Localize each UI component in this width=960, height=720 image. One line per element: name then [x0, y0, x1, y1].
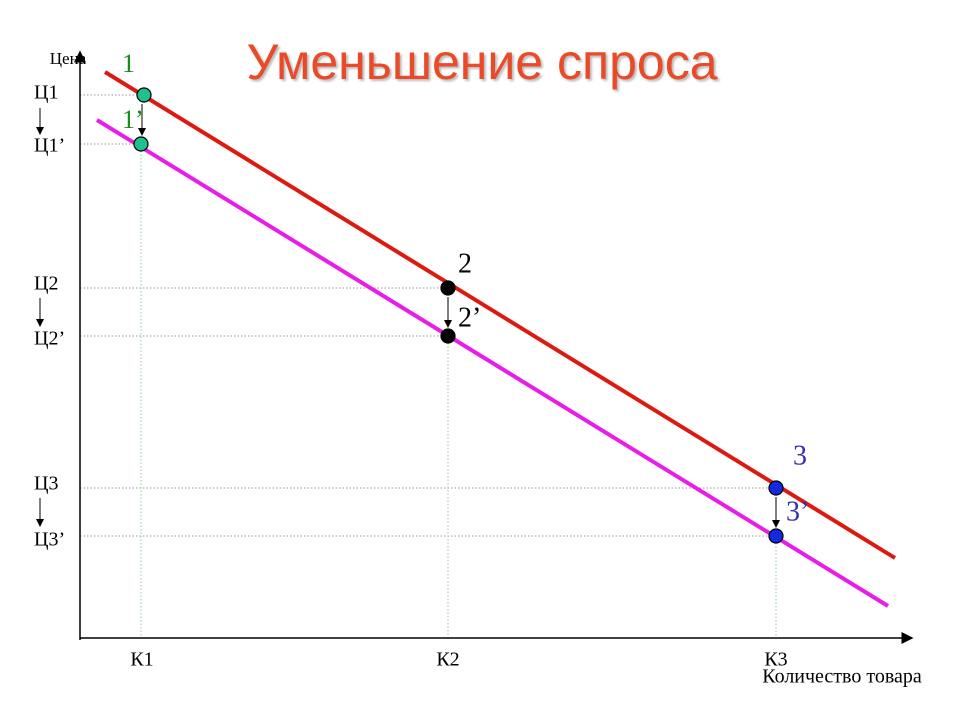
- point-label: 1: [122, 49, 135, 78]
- point: [440, 280, 456, 296]
- demand-line-reduced: [95, 118, 890, 608]
- guides: [80, 94, 777, 638]
- point: [133, 136, 149, 152]
- point: [768, 528, 784, 544]
- x-label: К2: [436, 649, 459, 671]
- y-label: Ц3: [34, 473, 58, 495]
- point: [136, 87, 152, 103]
- point-label: 2’: [458, 302, 481, 333]
- x-axis-label: Количество товара: [762, 666, 922, 688]
- y-label: Ц1’: [34, 135, 65, 157]
- point-label: 1’: [122, 105, 144, 134]
- point: [440, 328, 456, 344]
- y-axis-label: Цена: [50, 49, 87, 68]
- point-label: 2: [458, 248, 472, 279]
- y-label: Ц1: [34, 82, 58, 104]
- demand-line-initial: [103, 70, 897, 560]
- y-label: Ц2: [34, 273, 58, 295]
- y-label: Ц3’: [34, 529, 65, 551]
- title: Уменьшение спроса: [246, 34, 717, 90]
- point: [768, 480, 784, 496]
- x-label: К3: [764, 649, 787, 671]
- shift-arrows: [36, 104, 780, 528]
- point-label: 3’: [786, 496, 809, 527]
- y-label: Ц2’: [34, 328, 65, 350]
- x-label: К1: [130, 649, 153, 671]
- point-label: 3: [793, 440, 807, 471]
